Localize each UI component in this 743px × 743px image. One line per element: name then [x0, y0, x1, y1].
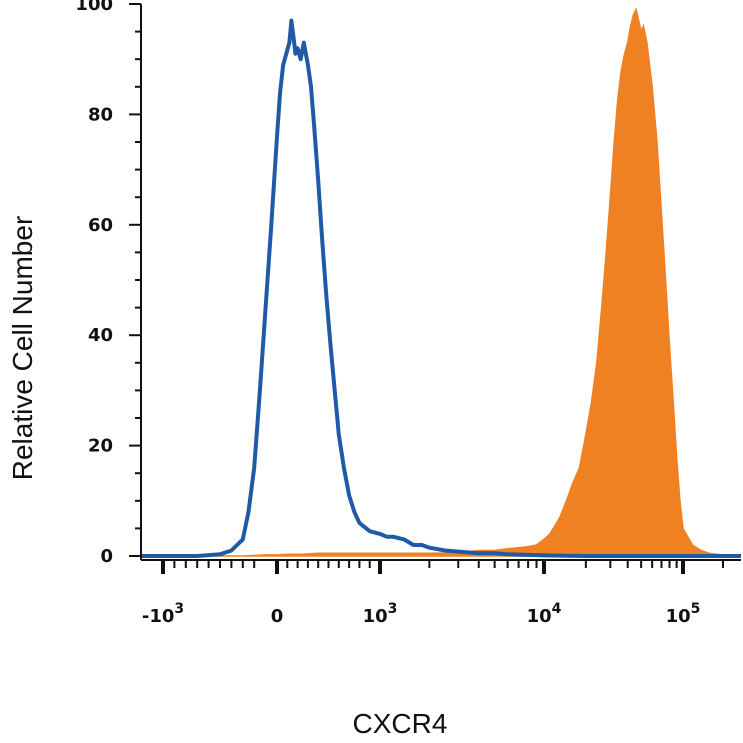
y-tick-label: 40 — [88, 325, 113, 346]
outline-histogram-series — [141, 18, 741, 558]
y-axis-title: Relative Cell Number — [7, 216, 38, 481]
x-tick-label: 0 — [271, 606, 284, 627]
x-tick-label: 104 — [527, 601, 562, 627]
y-tick-label: 0 — [100, 546, 113, 567]
y-tick-label: 60 — [88, 215, 113, 236]
filled-histogram-series — [141, 7, 742, 557]
x-tick-label: 103 — [363, 601, 398, 627]
x-tick-label: -103 — [142, 601, 184, 627]
x-axis-title: CXCR4 — [353, 708, 448, 739]
x-tick-label: 105 — [666, 601, 701, 627]
y-tick-label: 80 — [88, 104, 113, 125]
series-layer — [141, 7, 742, 558]
y-tick-label: 100 — [75, 0, 113, 15]
y-tick-label: 20 — [88, 436, 113, 457]
